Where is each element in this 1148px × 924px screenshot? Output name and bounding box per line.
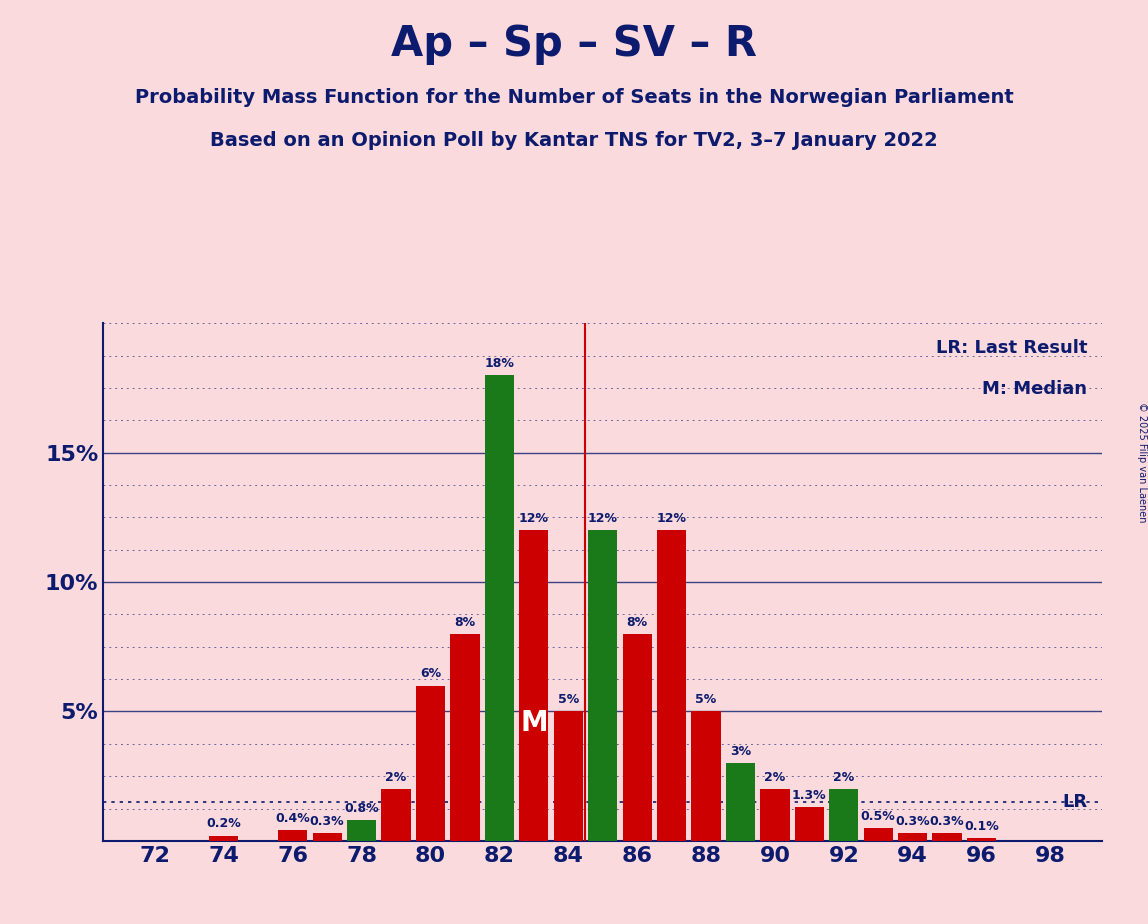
Text: M: M	[520, 709, 548, 736]
Bar	[622, 634, 652, 841]
Bar	[278, 831, 308, 841]
Text: 0.1%: 0.1%	[964, 821, 999, 833]
Bar	[794, 808, 824, 841]
Bar	[381, 789, 411, 841]
Text: Ap – Sp – SV – R: Ap – Sp – SV – R	[391, 23, 757, 65]
Text: 0.4%: 0.4%	[276, 812, 310, 825]
Bar	[312, 833, 342, 841]
Text: © 2025 Filip van Laenen: © 2025 Filip van Laenen	[1138, 402, 1147, 522]
Bar	[863, 828, 893, 841]
Text: 6%: 6%	[420, 667, 441, 680]
Bar	[484, 375, 514, 841]
Text: Probability Mass Function for the Number of Seats in the Norwegian Parliament: Probability Mass Function for the Number…	[134, 88, 1014, 107]
Text: 3%: 3%	[730, 745, 751, 758]
Bar	[829, 789, 859, 841]
Text: 12%: 12%	[519, 512, 549, 525]
Bar	[760, 789, 790, 841]
Bar	[967, 838, 996, 841]
Text: 2%: 2%	[833, 771, 854, 784]
Bar	[726, 763, 755, 841]
Text: 12%: 12%	[588, 512, 618, 525]
Text: 0.3%: 0.3%	[310, 815, 344, 828]
Text: 0.8%: 0.8%	[344, 802, 379, 815]
Text: LR: Last Result: LR: Last Result	[936, 339, 1087, 357]
Bar	[898, 833, 928, 841]
Text: 0.2%: 0.2%	[207, 818, 241, 831]
Bar	[209, 835, 239, 841]
Text: 2%: 2%	[765, 771, 785, 784]
Text: 1.3%: 1.3%	[792, 789, 827, 802]
Text: 18%: 18%	[484, 357, 514, 370]
Text: LR: LR	[1062, 793, 1087, 811]
Text: M: Median: M: Median	[982, 381, 1087, 398]
Text: 2%: 2%	[386, 771, 406, 784]
Text: 0.3%: 0.3%	[895, 815, 930, 828]
Bar	[932, 833, 962, 841]
Bar	[416, 686, 445, 841]
Text: 12%: 12%	[657, 512, 687, 525]
Bar	[519, 530, 549, 841]
Text: 8%: 8%	[455, 615, 475, 628]
Bar	[450, 634, 480, 841]
Text: 5%: 5%	[696, 693, 716, 706]
Bar	[553, 711, 583, 841]
Text: Based on an Opinion Poll by Kantar TNS for TV2, 3–7 January 2022: Based on an Opinion Poll by Kantar TNS f…	[210, 131, 938, 151]
Text: 0.5%: 0.5%	[861, 809, 895, 822]
Text: 0.3%: 0.3%	[930, 815, 964, 828]
Text: 5%: 5%	[558, 693, 579, 706]
Bar	[657, 530, 687, 841]
Bar	[588, 530, 618, 841]
Bar	[347, 821, 377, 841]
Text: 8%: 8%	[627, 615, 647, 628]
Bar	[691, 711, 721, 841]
